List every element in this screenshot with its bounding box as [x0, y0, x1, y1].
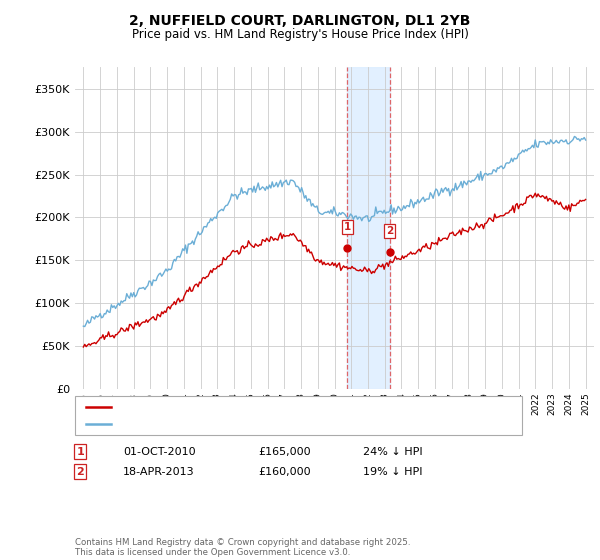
Text: 1: 1	[76, 447, 84, 457]
Text: 24% ↓ HPI: 24% ↓ HPI	[363, 447, 422, 457]
Text: Contains HM Land Registry data © Crown copyright and database right 2025.
This d: Contains HM Land Registry data © Crown c…	[75, 538, 410, 557]
Text: 19% ↓ HPI: 19% ↓ HPI	[363, 466, 422, 477]
Text: 2, NUFFIELD COURT, DARLINGTON, DL1 2YB (detached house): 2, NUFFIELD COURT, DARLINGTON, DL1 2YB (…	[118, 402, 441, 412]
Text: 2, NUFFIELD COURT, DARLINGTON, DL1 2YB: 2, NUFFIELD COURT, DARLINGTON, DL1 2YB	[130, 14, 470, 28]
Text: £165,000: £165,000	[258, 447, 311, 457]
Bar	[347, 67, 389, 389]
Text: Price paid vs. HM Land Registry's House Price Index (HPI): Price paid vs. HM Land Registry's House …	[131, 28, 469, 41]
Text: 2: 2	[76, 466, 84, 477]
Text: 1: 1	[343, 222, 350, 232]
Text: 18-APR-2013: 18-APR-2013	[123, 466, 194, 477]
Text: 01-OCT-2010: 01-OCT-2010	[123, 447, 196, 457]
Text: HPI: Average price, detached house, Darlington: HPI: Average price, detached house, Darl…	[118, 419, 366, 429]
Text: £160,000: £160,000	[258, 466, 311, 477]
Text: 2: 2	[386, 226, 393, 236]
